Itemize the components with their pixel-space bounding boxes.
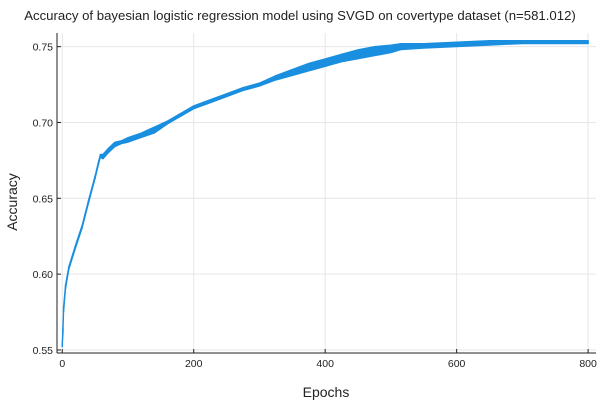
plot-area [61,40,589,348]
axes [56,33,596,354]
chart-title: Accuracy of bayesian logistic regression… [24,8,576,23]
x-tick-label: 0 [59,358,65,370]
y-tick-label: 0.60 [33,269,54,281]
y-tick-label: 0.55 [33,345,54,357]
grid-lines [57,33,596,353]
y-axis-label: Accuracy [4,173,20,231]
y-tick-label: 0.70 [33,117,54,129]
y-tick-label: 0.75 [33,42,54,54]
x-tick-label: 800 [579,358,597,370]
x-tick-label: 600 [448,358,466,370]
tick-labels: 0 200 400 600 800 0.55 0.60 0.65 0.70 0.75 [33,42,597,370]
x-axis-label: Epochs [303,384,350,400]
x-tick-label: 200 [185,358,203,370]
y-tick-label: 0.65 [33,193,54,205]
x-tick-label: 400 [316,358,334,370]
